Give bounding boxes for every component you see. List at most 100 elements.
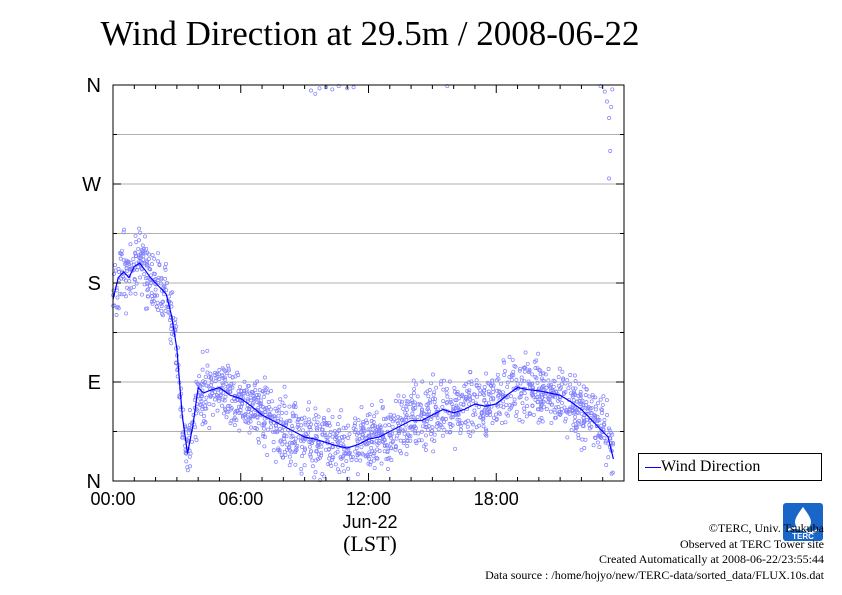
scatter-point bbox=[168, 301, 173, 306]
scatter-point bbox=[474, 383, 479, 388]
scatter-point bbox=[598, 397, 603, 402]
scatter-point bbox=[143, 251, 148, 256]
scatter-point bbox=[355, 439, 360, 444]
scatter-point bbox=[595, 423, 600, 428]
scatter-point bbox=[383, 423, 388, 428]
scatter-point bbox=[317, 86, 322, 91]
scatter-point bbox=[315, 427, 320, 432]
scatter-point bbox=[213, 379, 218, 384]
scatter-point bbox=[232, 416, 237, 421]
scatter-point bbox=[309, 449, 313, 454]
scatter-point bbox=[125, 260, 130, 265]
scatter-point bbox=[374, 439, 379, 443]
scatter-point bbox=[385, 467, 390, 471]
scatter-point bbox=[312, 417, 317, 422]
scatter-point bbox=[401, 417, 406, 422]
scatter-point bbox=[230, 385, 235, 390]
scatter-point bbox=[307, 400, 311, 405]
scatter-point bbox=[256, 437, 261, 441]
scatter-point bbox=[230, 375, 235, 380]
scatter-point bbox=[163, 267, 168, 272]
scatter-point bbox=[531, 394, 536, 399]
scatter-point bbox=[548, 384, 553, 389]
scatter-point bbox=[284, 434, 289, 439]
scatter-point bbox=[139, 292, 144, 297]
scatter-point bbox=[319, 451, 324, 456]
scatter-point bbox=[190, 439, 194, 444]
scatter-point bbox=[368, 460, 373, 465]
scatter-point bbox=[187, 454, 192, 459]
scatter-point bbox=[576, 436, 581, 441]
scatter-point bbox=[353, 421, 357, 426]
scatter-point bbox=[257, 388, 262, 393]
scatter-point bbox=[261, 395, 266, 399]
scatter-point bbox=[326, 462, 331, 466]
scatter-point bbox=[479, 415, 484, 420]
scatter-point bbox=[279, 417, 284, 422]
scatter-point bbox=[116, 267, 121, 271]
scatter-point bbox=[309, 88, 313, 93]
scatter-point bbox=[522, 406, 527, 411]
scatter-point bbox=[572, 391, 577, 396]
scatter-point bbox=[212, 372, 217, 377]
scatter-point bbox=[568, 373, 573, 377]
scatter-point bbox=[128, 242, 133, 247]
scatter-point bbox=[322, 416, 326, 420]
scatter-point bbox=[448, 429, 453, 434]
scatter-point bbox=[601, 394, 606, 399]
scatter-point bbox=[540, 378, 545, 383]
scatter-point bbox=[220, 381, 225, 386]
scatter-point bbox=[375, 447, 380, 452]
scatter-point bbox=[205, 348, 210, 353]
scatter-point bbox=[137, 226, 142, 231]
scatter-point bbox=[375, 442, 380, 447]
scatter-point bbox=[156, 275, 161, 280]
scatter-point bbox=[333, 462, 338, 467]
scatter-point bbox=[119, 276, 124, 281]
scatter-point bbox=[164, 304, 169, 309]
scatter-point bbox=[277, 404, 282, 409]
scatter-point bbox=[150, 293, 154, 298]
scatter-point bbox=[388, 433, 393, 438]
scatter-point bbox=[514, 377, 519, 382]
scatter-point bbox=[225, 363, 230, 368]
scatter-point bbox=[330, 434, 335, 439]
scatter-point bbox=[558, 387, 562, 392]
scatter-point bbox=[253, 388, 258, 393]
scatter-point bbox=[504, 402, 509, 407]
scatter-point bbox=[558, 412, 563, 417]
scatter-point bbox=[587, 426, 592, 431]
scatter-point bbox=[426, 428, 430, 432]
scatter-point bbox=[367, 434, 372, 439]
scatter-point bbox=[557, 366, 562, 371]
scatter-point bbox=[251, 394, 256, 398]
scatter-point bbox=[477, 383, 482, 388]
scatter-point bbox=[398, 449, 402, 453]
scatter-point bbox=[604, 463, 609, 467]
scatter-point bbox=[339, 408, 344, 413]
scatter-point bbox=[146, 287, 151, 292]
scatter-point bbox=[605, 99, 609, 104]
scatter-point bbox=[393, 444, 398, 449]
scatter-point bbox=[306, 407, 311, 412]
scatter-point bbox=[544, 385, 549, 390]
scatter-point bbox=[464, 397, 469, 402]
scatter-point bbox=[384, 457, 389, 462]
scatter-point bbox=[449, 401, 454, 406]
scatter-point bbox=[447, 379, 452, 384]
scatter-point bbox=[428, 398, 433, 403]
scatter-point bbox=[136, 254, 141, 259]
scatter-point bbox=[346, 436, 351, 440]
scatter-point bbox=[587, 423, 592, 427]
scatter-point bbox=[314, 422, 319, 427]
scatter-point bbox=[358, 430, 363, 435]
scatter-point bbox=[526, 379, 531, 384]
scatter-point bbox=[388, 412, 393, 417]
scatter-point bbox=[288, 430, 293, 435]
scatter-point bbox=[203, 400, 208, 404]
scatter-point bbox=[472, 408, 477, 413]
scatter-point bbox=[444, 386, 449, 391]
scatter-point bbox=[415, 394, 420, 399]
scatter-point bbox=[375, 456, 380, 461]
scatter-point bbox=[420, 379, 425, 384]
